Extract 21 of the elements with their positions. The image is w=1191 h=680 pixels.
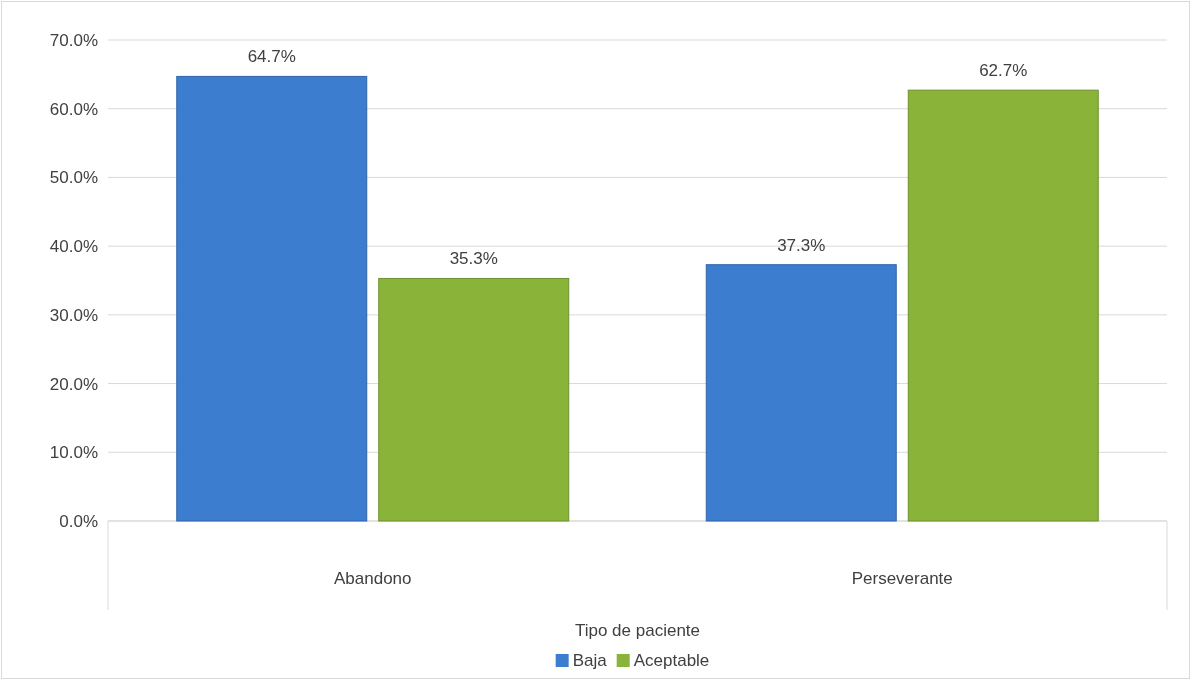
data-label: 35.3%	[449, 249, 498, 269]
data-label: 64.7%	[247, 47, 296, 67]
y-tick-label: 0.0%	[59, 511, 98, 531]
x-tick-label: Perseverante	[851, 569, 953, 588]
y-tick-label: 20.0%	[49, 374, 98, 394]
data-label: 37.3%	[777, 235, 826, 255]
y-tick-label: 10.0%	[49, 443, 98, 463]
y-tick-label: 40.0%	[49, 237, 98, 257]
y-tick-label: 60.0%	[49, 99, 98, 119]
x-tick-label: Abandono	[333, 569, 412, 588]
bar	[176, 75, 368, 522]
y-tick-label: 30.0%	[49, 305, 98, 325]
x-axis-title: Tipo de paciente	[574, 621, 701, 640]
legend-label: Baja	[572, 651, 608, 670]
bar	[705, 264, 897, 522]
legend-label: Aceptable	[633, 651, 710, 670]
bar	[378, 277, 570, 522]
y-tick-label: 70.0%	[49, 30, 98, 50]
bar	[907, 89, 1099, 522]
y-tick-label: 50.0%	[49, 168, 98, 188]
data-label: 62.7%	[979, 61, 1028, 81]
